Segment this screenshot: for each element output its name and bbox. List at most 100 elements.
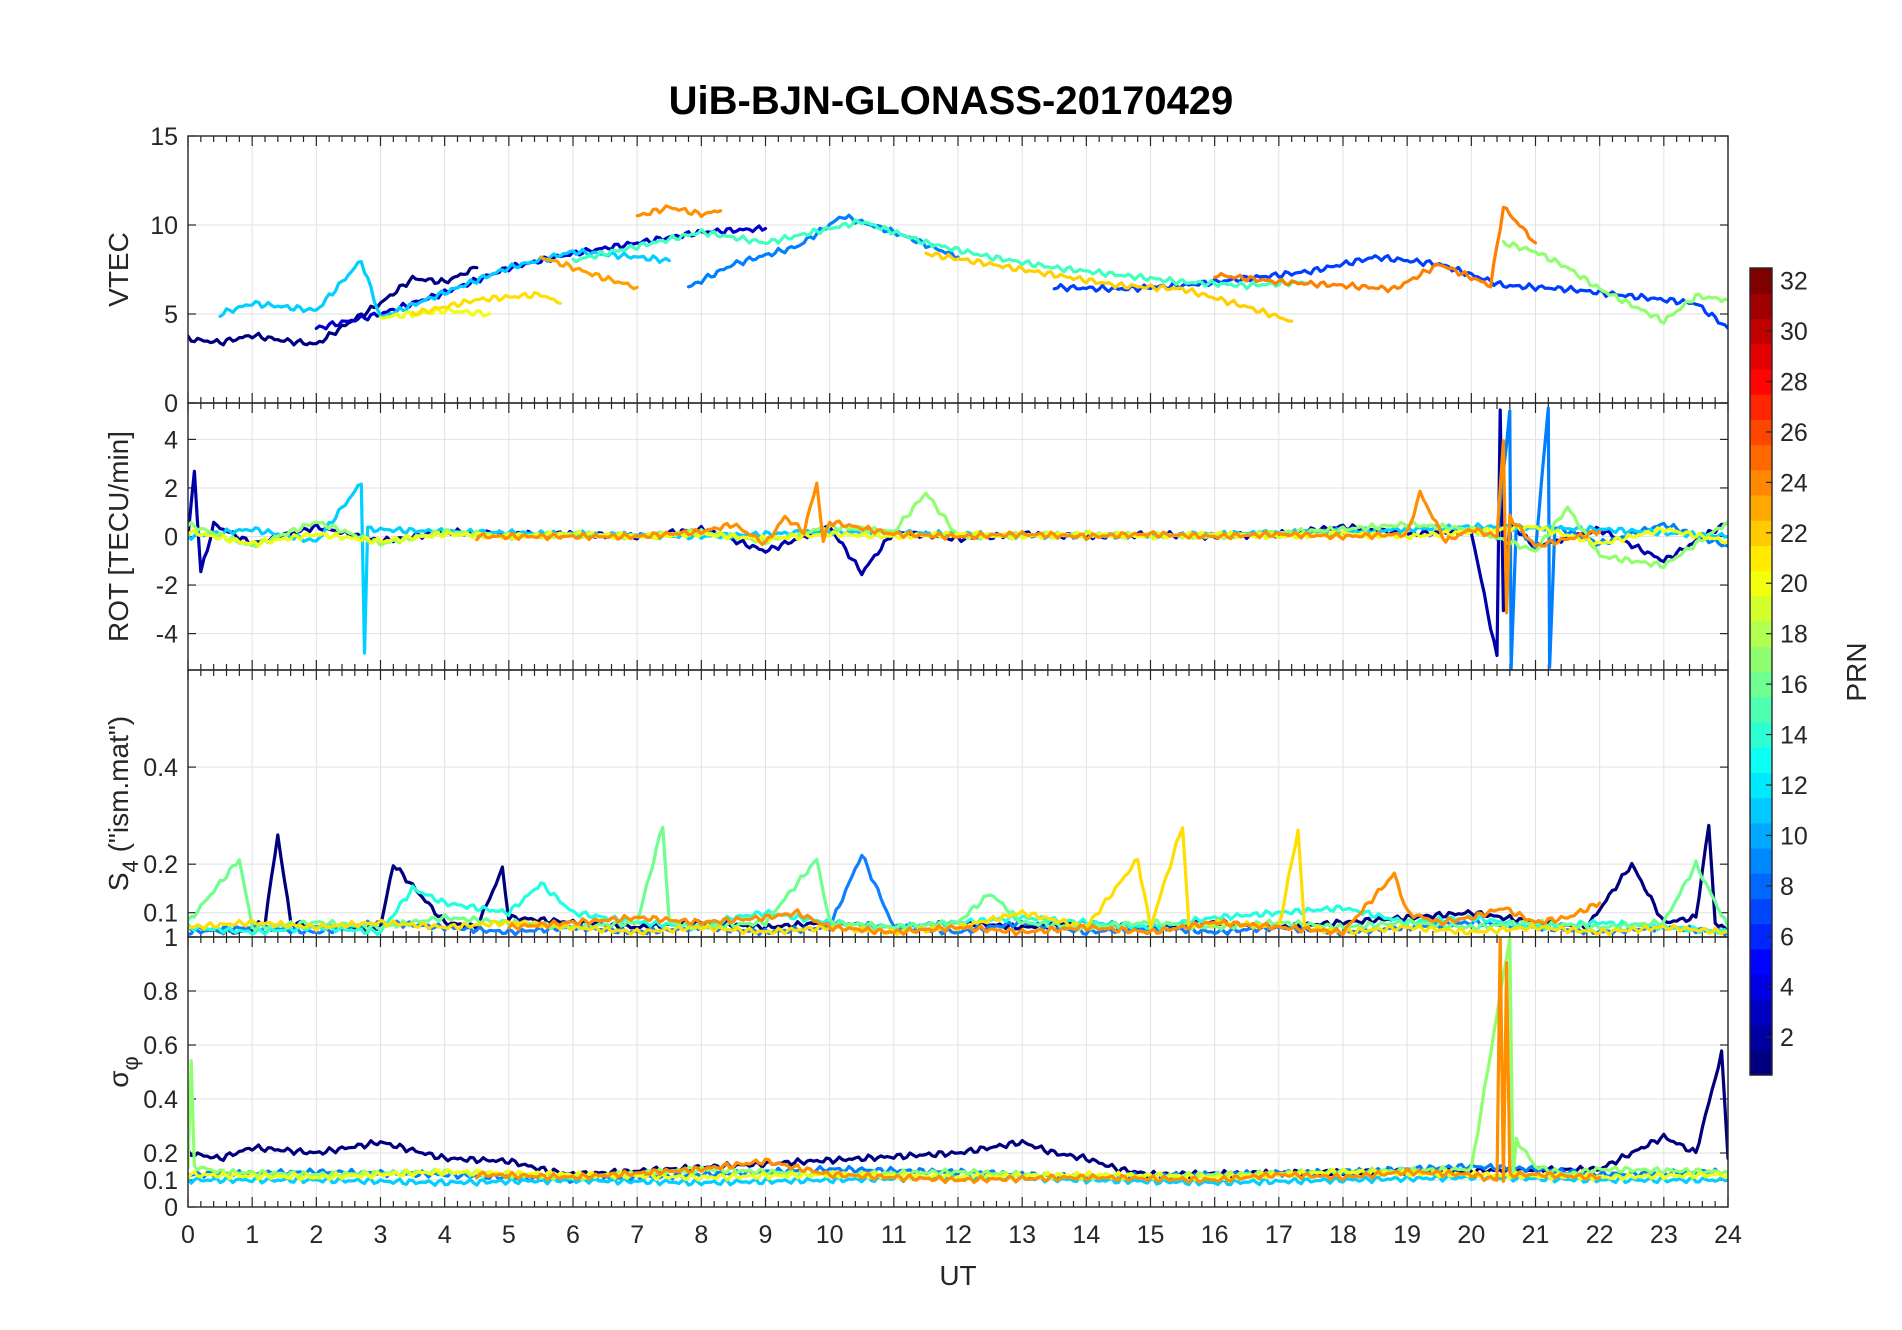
colorbar-swatch xyxy=(1750,494,1772,521)
x-tick-label: 6 xyxy=(566,1221,580,1249)
series-line-prn-12 xyxy=(218,247,671,318)
colorbar-swatch xyxy=(1750,696,1772,723)
x-tick-label: 8 xyxy=(694,1221,708,1249)
y-tick-label: 1 xyxy=(164,924,178,952)
x-axis-label: UT xyxy=(939,1260,976,1291)
series-line-prn-18 xyxy=(1501,239,1728,325)
colorbar-swatch xyxy=(1750,621,1772,647)
colorbar-swatch xyxy=(1750,343,1772,370)
colorbar-label: PRN xyxy=(1841,642,1872,701)
colorbar-swatch xyxy=(1750,268,1772,294)
series-line-prn-2 xyxy=(188,1049,1728,1179)
series-line-prn-21 xyxy=(188,826,1728,937)
colorbar-tick-label: 26 xyxy=(1780,419,1808,447)
colorbar-frame xyxy=(1749,267,1773,1076)
series-line-prn-23 xyxy=(539,255,639,291)
colorbar-tick-label: 10 xyxy=(1780,822,1808,850)
x-tick-label: 9 xyxy=(759,1221,773,1249)
series-line-prn-22 xyxy=(924,251,1294,323)
y-label-rest: ("ism.mat") xyxy=(103,716,134,860)
y-tick-label: 15 xyxy=(150,123,178,151)
series-line-prn-24 xyxy=(635,204,723,219)
y-tick-label: -2 xyxy=(156,572,178,600)
x-tick-label: 1 xyxy=(245,1221,259,1249)
colorbar-swatch xyxy=(1750,898,1772,925)
panel-sigma: 00.10.2 0.4 0.6 0.8 1 σφ xyxy=(103,924,1729,1222)
colorbar-swatch xyxy=(1750,923,1772,950)
colorbar-swatch xyxy=(1750,570,1772,597)
x-tick-label: 10 xyxy=(816,1221,844,1249)
y-axis-label-sigma: σφ xyxy=(103,1056,143,1088)
series-line-prn-7 xyxy=(1052,254,1728,330)
y-axis-label-vtec: VTEC xyxy=(103,232,134,307)
y-tick-label: 0 xyxy=(164,524,178,552)
y-tick-label: 2 xyxy=(164,475,178,503)
y-tick-label: 0.2 xyxy=(143,1140,178,1168)
y-tick-label: 0 xyxy=(164,390,178,418)
x-tick-label: 23 xyxy=(1650,1221,1678,1249)
colorbar-swatch xyxy=(1750,419,1772,446)
y-tick-label: 0.6 xyxy=(143,1032,178,1060)
series-line-prn-16 xyxy=(188,825,1728,932)
series-line-prn-21 xyxy=(411,291,562,317)
series-line-prn-20 xyxy=(378,306,492,320)
colorbar-swatch xyxy=(1750,444,1772,471)
colorbar-swatch xyxy=(1750,873,1772,900)
colorbar-swatch xyxy=(1750,797,1772,824)
colorbar-swatch xyxy=(1750,1024,1772,1051)
x-tick-label: 7 xyxy=(630,1221,644,1249)
colorbar-swatch xyxy=(1750,671,1772,698)
colorbar-swatch xyxy=(1750,999,1772,1026)
colorbar-tick-label: 6 xyxy=(1780,923,1794,951)
panel-vtec: 0 5 10 15 VTEC xyxy=(103,123,1729,418)
x-tick-label: 16 xyxy=(1201,1221,1229,1249)
x-tick-label: 14 xyxy=(1072,1221,1100,1249)
colorbar-tick-label: 12 xyxy=(1780,772,1808,800)
series-group xyxy=(188,204,1728,347)
colorbar-tick-label: 28 xyxy=(1780,368,1808,396)
colorbar-swatch xyxy=(1750,520,1772,547)
y-tick-label: 0 xyxy=(164,1194,178,1222)
y-tick-label: 0.1 xyxy=(143,900,178,928)
x-tick-label: 13 xyxy=(1008,1221,1036,1249)
x-tick-label: 18 xyxy=(1329,1221,1357,1249)
colorbar-swatch xyxy=(1750,772,1772,799)
x-axis: 0 1 2 3 4 5 6 7 8 9 10 11 12 13 14 15 16 17 18 19 20 21 22 23 24 xyxy=(181,1221,1742,1249)
y-axis-label-s4: S4 ("ism.mat") xyxy=(103,716,143,891)
colorbar-swatch xyxy=(1750,721,1772,748)
colorbar-swatch xyxy=(1750,948,1772,975)
series-line-prn-15 xyxy=(571,218,1313,291)
y-axis-label-rot: ROT [TECU/min] xyxy=(103,431,134,642)
colorbar-tick-label: 20 xyxy=(1780,570,1808,598)
y-label-subscript: 4 xyxy=(118,860,143,872)
series-line-prn-25 xyxy=(1213,205,1538,294)
colorbar-tick-label: 4 xyxy=(1780,974,1794,1002)
colorbar-tick-label: 8 xyxy=(1780,873,1794,901)
y-tick-label: 0.1 xyxy=(143,1167,178,1195)
colorbar-swatch xyxy=(1750,595,1772,622)
series-line-prn-24 xyxy=(475,439,1602,615)
colorbar-swatch xyxy=(1750,368,1772,395)
colorbar-tick-label: 18 xyxy=(1780,621,1808,649)
y-tick-label: -4 xyxy=(156,621,178,649)
x-tick-label: 19 xyxy=(1393,1221,1421,1249)
colorbar-tick-label: 22 xyxy=(1780,520,1808,548)
y-tick-label: 4 xyxy=(164,426,178,454)
series-line-prn-4 xyxy=(314,224,768,331)
colorbar-swatch xyxy=(1750,646,1772,673)
colorbar-tick-label: 14 xyxy=(1780,722,1808,750)
colorbar-swatch xyxy=(1750,848,1772,874)
x-tick-label: 11 xyxy=(881,1221,907,1249)
series-group xyxy=(188,406,1728,670)
x-tick-label: 20 xyxy=(1457,1221,1485,1249)
y-label-main: σ xyxy=(103,1070,134,1087)
series-line-prn-2 xyxy=(188,265,479,347)
colorbar-swatch xyxy=(1750,822,1772,849)
x-tick-label: 12 xyxy=(944,1221,972,1249)
colorbar-swatch xyxy=(1750,974,1772,1000)
colorbar-swatch xyxy=(1750,1049,1772,1076)
x-tick-label: 22 xyxy=(1586,1221,1614,1249)
